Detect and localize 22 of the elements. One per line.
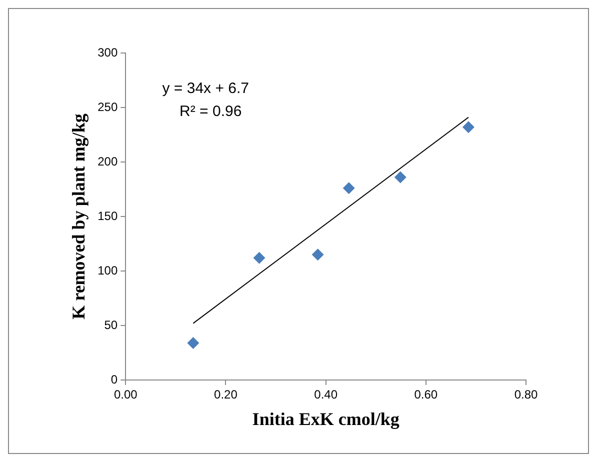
x-tick-label: 0.80 [514,388,538,402]
x-tick-label: 0.60 [414,388,438,402]
point [187,336,200,349]
x-axis-title: Initia ExK cmol/kg [252,408,400,429]
point [312,248,324,261]
point [462,121,474,134]
point [342,182,355,194]
annotation: R² = 0.96 [180,103,242,120]
y-tick-label: 100 [98,263,118,278]
point [394,171,406,184]
point [253,252,266,264]
x-tick-label: 0.20 [214,388,238,402]
y-tick-label: 150 [98,208,118,223]
x-tick-label: 0.40 [314,388,338,402]
y-axis-title: K removed by plant mg/kg [68,114,88,320]
y-tick-label: 200 [98,154,118,168]
y-tick-label: 300 [98,45,118,60]
y-tick-label: 250 [98,100,118,114]
annotation: y = 34x + 6.7 [162,80,249,97]
x-tick-label: 0.00 [114,388,138,402]
y-tick-label: 50 [104,318,118,332]
y-tick-label: 0 [110,372,118,386]
